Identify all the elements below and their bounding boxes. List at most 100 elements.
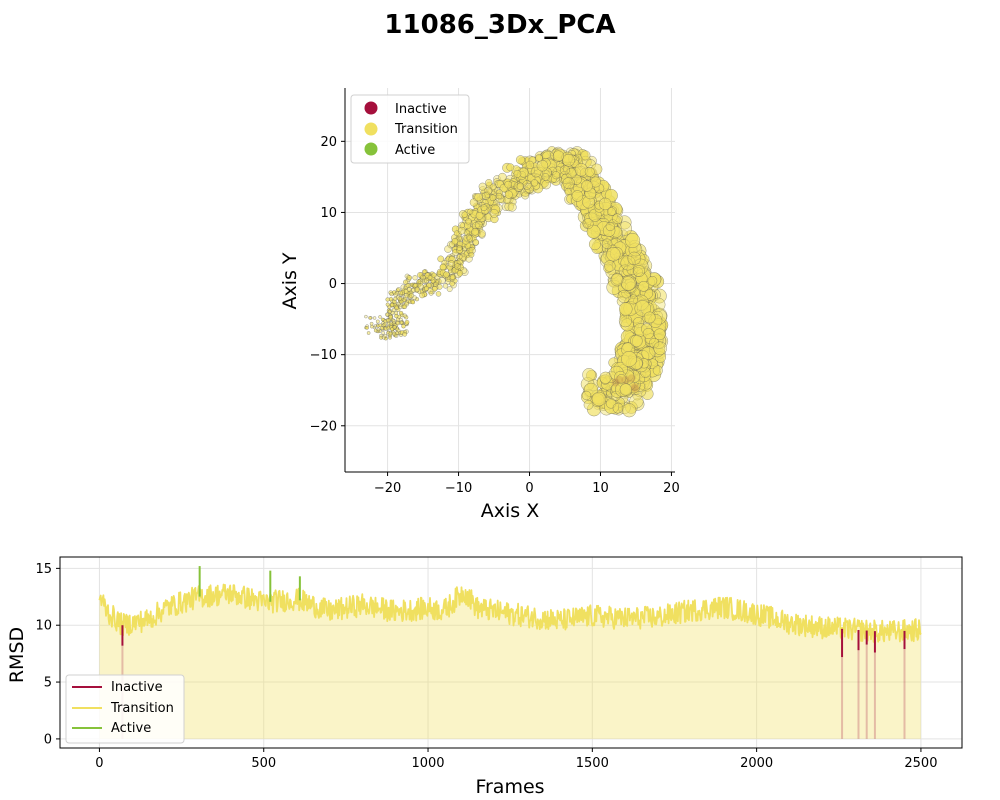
- scatter-point: [582, 368, 596, 382]
- scatter-point: [530, 179, 539, 187]
- scatter-point: [607, 207, 616, 217]
- scatter-point: [435, 291, 442, 297]
- scatter-ticks: −20 −10 0 10 20 −20 −10 0 10 20: [310, 135, 680, 496]
- scatter-point: [630, 383, 639, 392]
- scatter-point: [604, 260, 616, 272]
- scatter-point: [536, 159, 549, 172]
- scatter-point: [364, 314, 368, 319]
- scatter-point: [393, 292, 398, 297]
- scatter-point: [516, 182, 524, 190]
- scatter-point: [433, 281, 439, 287]
- scatter-point: [422, 269, 427, 274]
- scatter-legend: Inactive Transition Active: [350, 94, 470, 164]
- scatter-point: [437, 255, 445, 263]
- scatter-point: [616, 374, 627, 384]
- scatter-point: [390, 327, 395, 332]
- scatter-point: [387, 309, 392, 314]
- scatter-point: [382, 333, 388, 339]
- scatter-point: [622, 403, 637, 418]
- scatter-point: [373, 324, 378, 328]
- scatter-legend-marker-transition: [364, 122, 378, 136]
- scatter-y-tick-label: −20: [310, 419, 337, 434]
- scatter-point: [402, 304, 407, 310]
- scatter-point: [406, 275, 413, 281]
- scatter-point: [423, 277, 430, 284]
- scatter-point: [474, 220, 483, 229]
- scatter-point: [372, 316, 377, 320]
- rmsd-legend: Inactive Transition Active: [65, 674, 185, 744]
- scatter-point: [642, 327, 654, 340]
- scatter-point: [447, 260, 455, 268]
- scatter-point: [405, 283, 411, 288]
- scatter-point: [388, 335, 392, 340]
- scatter-point: [474, 193, 483, 202]
- scatter-point: [515, 155, 526, 165]
- scatter-point: [412, 295, 417, 301]
- scatter-point: [621, 351, 638, 367]
- scatter-point: [625, 232, 641, 249]
- scatter-point: [388, 331, 393, 336]
- scatter-point: [384, 326, 389, 331]
- scatter-x-tick-label: −20: [374, 481, 401, 496]
- scatter-point: [633, 267, 643, 277]
- scatter-legend-marker-inactive: [364, 101, 378, 115]
- scatter-point: [444, 245, 452, 253]
- scatter-point: [541, 179, 552, 190]
- scatter-point: [467, 208, 474, 215]
- scatter-point: [389, 291, 394, 297]
- scatter-x-tick-label: 10: [592, 481, 609, 496]
- scatter-point: [397, 296, 403, 302]
- scatter-point: [588, 238, 601, 251]
- scatter-point: [584, 166, 595, 177]
- scatter-point: [402, 331, 408, 337]
- scatter-point: [504, 180, 512, 189]
- scatter-point: [394, 330, 400, 336]
- rmsd-x-tick-label: 0: [95, 756, 103, 771]
- scatter-point: [431, 272, 437, 278]
- scatter-point: [653, 328, 666, 341]
- scatter-point: [582, 218, 594, 230]
- rmsd-x-tick-label: 1500: [576, 756, 609, 771]
- scatter-x-tick-label: 20: [663, 481, 680, 496]
- scatter-point: [612, 213, 623, 225]
- rmsd-y-axis-label: RMSD: [6, 627, 28, 683]
- scatter-x-tick-label: −10: [445, 481, 472, 496]
- scatter-point: [368, 316, 372, 320]
- scatter-point: [619, 302, 633, 316]
- scatter-point: [513, 170, 522, 178]
- scatter-point: [617, 289, 631, 304]
- scatter-point: [471, 228, 479, 236]
- scatter-point: [580, 150, 591, 161]
- scatter-point: [404, 292, 409, 298]
- scatter-point: [601, 238, 613, 250]
- scatter-point: [416, 279, 422, 285]
- rmsd-y-tick-label: 10: [35, 619, 52, 634]
- scatter-point: [457, 226, 466, 235]
- rmsd-line-transition: [98, 583, 922, 643]
- scatter-point: [525, 160, 535, 170]
- scatter-point: [610, 273, 624, 287]
- scatter-point: [484, 186, 493, 195]
- scatter-point: [630, 334, 643, 348]
- scatter-point: [443, 271, 450, 278]
- scatter-point: [628, 294, 639, 305]
- scatter-point: [456, 270, 464, 277]
- rmsd-y-tick-label: 0: [44, 732, 52, 747]
- scatter-point: [598, 197, 612, 211]
- scatter-point: [398, 290, 404, 296]
- scatter-point: [380, 317, 385, 322]
- scatter-point: [449, 274, 456, 280]
- scatter-point: [461, 211, 468, 218]
- scatter-point: [541, 173, 550, 181]
- scatter-point: [459, 253, 467, 261]
- scatter-point: [615, 375, 624, 384]
- rmsd-legend-label-transition: Transition: [110, 701, 174, 716]
- scatter-point: [648, 340, 666, 358]
- scatter-point: [454, 263, 461, 270]
- scatter-point: [427, 275, 433, 281]
- scatter-point: [627, 374, 636, 383]
- scatter-point: [591, 391, 607, 407]
- scatter-point: [385, 302, 390, 307]
- scatter-point: [365, 326, 369, 330]
- scatter-point: [581, 390, 592, 401]
